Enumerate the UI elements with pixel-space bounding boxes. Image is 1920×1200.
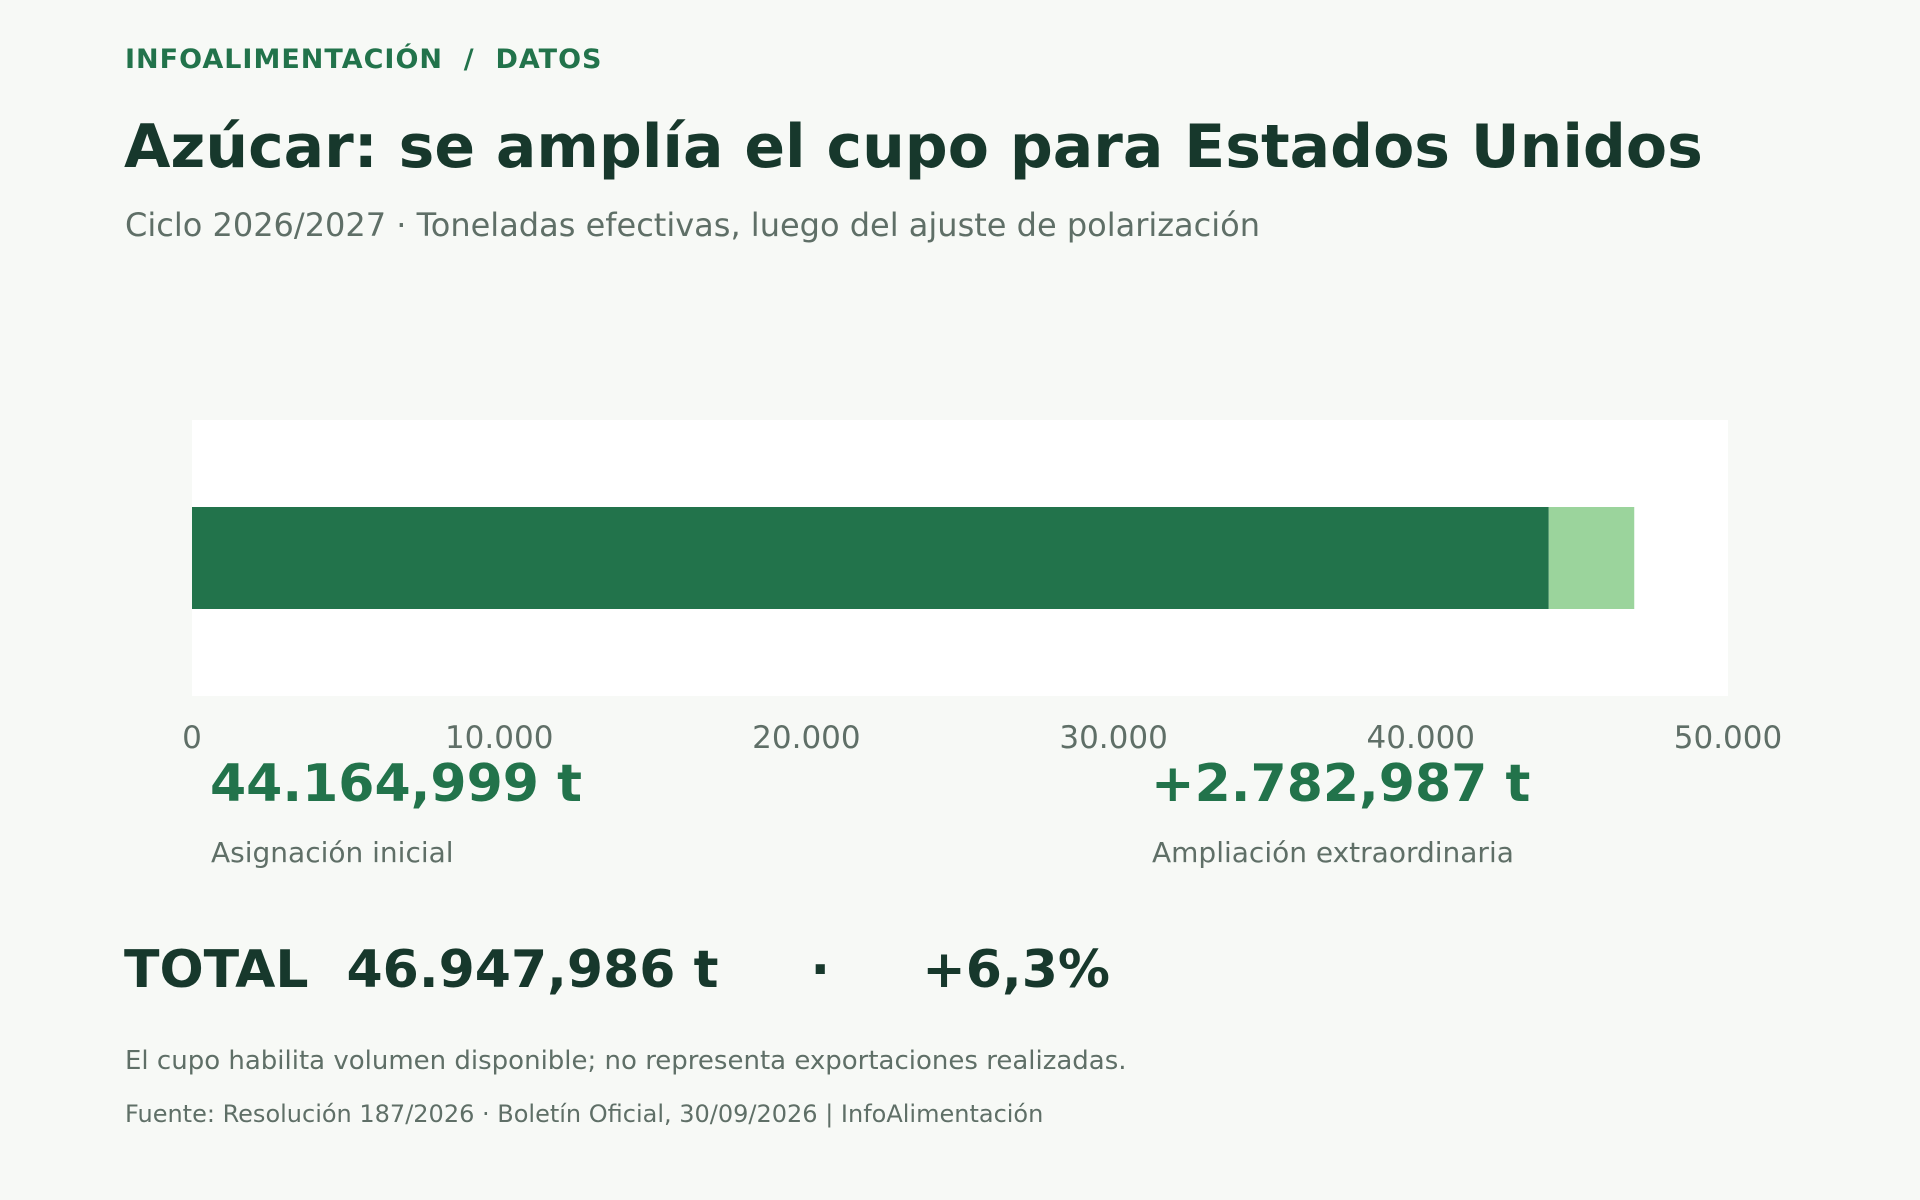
total-value: 46.947,986 t xyxy=(346,940,719,1000)
x-tick-label: 50.000 xyxy=(1674,720,1782,756)
disclaimer-note: El cupo habilita volumen disponible; no … xyxy=(125,1046,1127,1076)
extraordinary-extension-label: Ampliación extraordinaria xyxy=(1152,836,1514,869)
total-change: +6,3% xyxy=(922,940,1110,1000)
extraordinary-extension-value: +2.782,987 t xyxy=(1151,754,1531,814)
page-subtitle: Ciclo 2026/2027 · Toneladas efectivas, l… xyxy=(125,206,1260,244)
source-line: Fuente: Resolución 187/2026 · Boletín Of… xyxy=(125,1100,1044,1128)
x-tick-label: 20.000 xyxy=(752,720,860,756)
x-tick-label: 30.000 xyxy=(1059,720,1167,756)
x-tick-label: 0 xyxy=(182,720,202,756)
x-tick-label: 10.000 xyxy=(445,720,553,756)
bar-extraordinary-extension xyxy=(1548,507,1635,609)
total-label: TOTAL xyxy=(124,940,309,1000)
total-separator: · xyxy=(810,940,831,1000)
bar-initial-allocation xyxy=(192,507,1549,609)
x-axis-ticks: 0 10.000 20.000 30.000 40.000 50.000 xyxy=(182,720,1782,756)
x-tick-label: 40.000 xyxy=(1367,720,1475,756)
total-summary: TOTAL 46.947,986 t · +6,3% xyxy=(124,940,1110,1000)
section-kicker: INFOALIMENTACIÓN / DATOS xyxy=(125,44,603,75)
quota-bar-chart: 0 10.000 20.000 30.000 40.000 50.000 xyxy=(182,507,1783,756)
initial-allocation-value: 44.164,999 t xyxy=(210,754,582,814)
bar-group xyxy=(192,507,1635,609)
page-title: Azúcar: se amplía el cupo para Estados U… xyxy=(124,112,1703,182)
initial-allocation-label: Asignación inicial xyxy=(211,836,454,869)
